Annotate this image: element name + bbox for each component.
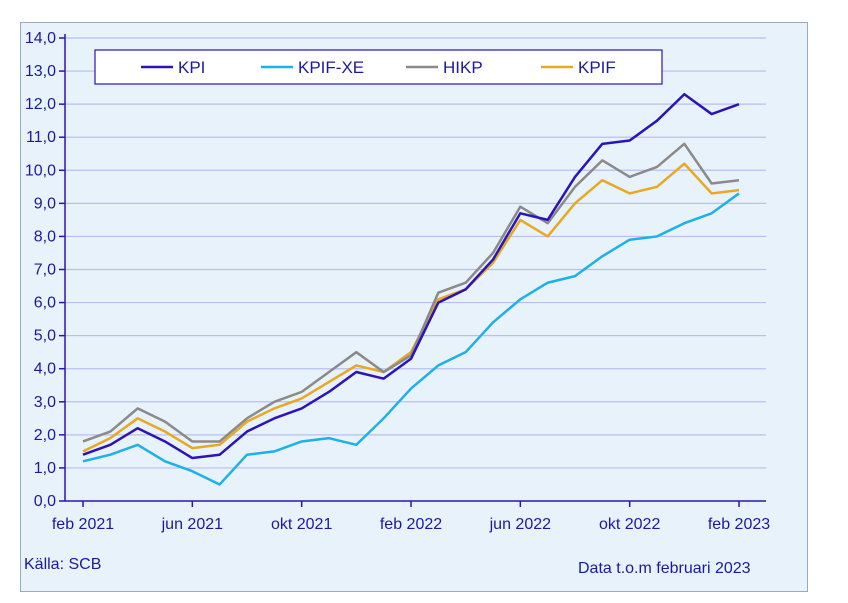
y-tick-label: 13,0 — [25, 63, 56, 80]
series-line-kpi — [82, 92, 740, 460]
x-tick-label: jun 2022 — [489, 516, 551, 533]
y-tick-label: 10,0 — [25, 162, 56, 179]
y-tick-label: 11,0 — [26, 129, 56, 146]
x-tick-label: feb 2022 — [380, 516, 442, 533]
y-tick-label: 5,0 — [34, 328, 56, 345]
x-tick-label: feb 2023 — [708, 516, 770, 533]
y-tick-label: 7,0 — [34, 262, 56, 279]
y-tick-label: 6,0 — [34, 295, 56, 312]
y-tick-label: 2,0 — [34, 427, 56, 444]
x-tick-label: okt 2021 — [271, 516, 332, 533]
y-tick-label: 12,0 — [25, 96, 56, 113]
series-line-kpif-xe — [82, 192, 740, 486]
series-line-kpif — [82, 162, 740, 453]
source-label: Källa: SCB — [24, 556, 102, 573]
legend-label: KPIF — [578, 58, 616, 77]
legend-label: KPI — [178, 58, 205, 77]
x-tick-label: feb 2021 — [52, 516, 114, 533]
x-tick-label: okt 2022 — [599, 516, 660, 533]
chart-frame — [20, 22, 808, 592]
y-tick-label: 1,0 — [34, 460, 56, 477]
legend-label: KPIF-XE — [298, 58, 364, 77]
y-tick-label: 0,0 — [34, 493, 56, 510]
y-tick-label: 3,0 — [34, 394, 56, 411]
legend-label: HIKP — [443, 58, 483, 77]
x-tick-label: jun 2021 — [161, 516, 223, 533]
y-tick-label: 8,0 — [34, 228, 56, 245]
y-tick-label: 9,0 — [34, 195, 56, 212]
data-note: Data t.o.m februari 2023 — [578, 560, 751, 577]
y-tick-label: 4,0 — [34, 361, 56, 378]
series-line-hikp — [82, 142, 740, 443]
y-tick-label: 14,0 — [25, 30, 56, 47]
